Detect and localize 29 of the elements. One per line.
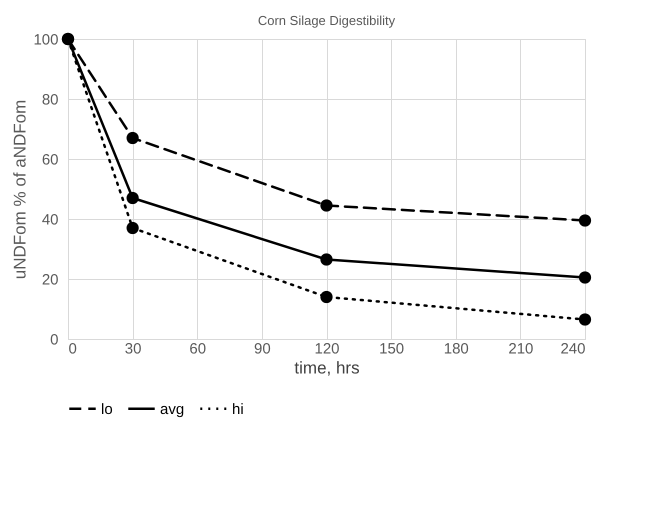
x-tick-label: 120 [314,340,340,358]
x-axis-title: time, hrs [294,358,360,378]
point [126,222,139,234]
x-tick-label: 30 [124,340,142,358]
legend-label: lo [101,400,113,418]
point [320,199,333,212]
y-tick-label: 100 [33,32,58,48]
chart-title: Corn Silage Digestibility [258,13,396,28]
y-tick-label: 40 [42,212,58,228]
x-tick-label: 150 [379,340,404,358]
point [578,313,592,326]
legend-label: hi [232,400,244,418]
y-tick-label: 60 [42,152,58,168]
x-tick-label: 210 [508,340,534,358]
x-tick-label: 0 [68,340,77,358]
legend-label: avg [160,400,184,418]
point [320,253,333,266]
x-tick-label: 60 [189,340,206,358]
point [126,132,139,144]
point [578,214,592,227]
x-tick-label: 90 [254,340,271,358]
x-tick-label: 240 [560,340,586,358]
point [320,290,333,304]
y-axis-title: uNDFom % of aNDFom [10,100,30,280]
y-tick-label: 20 [42,272,58,288]
y-tick-label: 80 [42,92,58,108]
point [578,271,592,284]
x-tick-label: 180 [444,340,469,358]
point [126,192,139,204]
